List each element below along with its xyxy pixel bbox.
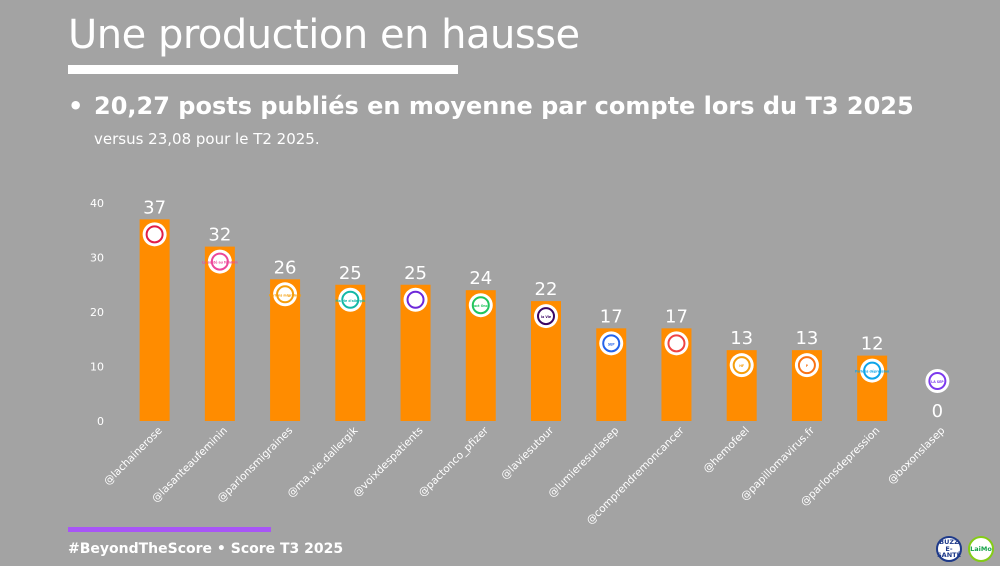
person-red-badge-icon (664, 331, 689, 356)
hf-badge-icon: HF (729, 353, 754, 378)
badge-text: la Vie (541, 315, 551, 319)
parlons-migraines-badge-icon: Parlons migraines (269, 282, 301, 307)
badge-text: LA SEP (931, 380, 944, 384)
bar-lachainerose (139, 219, 170, 421)
footer-accent-bar (68, 527, 271, 532)
x-tick-label: @voixdespatients (351, 425, 426, 500)
sep-badge-icon: SEP (599, 331, 624, 356)
badge-ring (732, 356, 751, 375)
x-tick-label: @lumieresurlasep (546, 424, 622, 500)
x-tick-label: @boxonslasep (886, 424, 948, 486)
y-tick-label: 10 (90, 361, 104, 374)
badge-ring (145, 225, 164, 244)
badge-ring (928, 372, 947, 390)
data-label: 17 (600, 306, 623, 327)
badge-ring (276, 285, 295, 304)
badge-text: Parlons dépression (855, 370, 890, 374)
headline-subtext: versus 23,08 pour le T2 2025. (94, 130, 320, 148)
page-title: Une production en hausse (68, 12, 580, 58)
data-label: 25 (339, 263, 362, 284)
footer-hashtag: #BeyondTheScore • Score T3 2025 (68, 541, 344, 557)
badge-ring (210, 252, 229, 271)
bar-lasanteaufeminin (204, 246, 235, 421)
headline-text: 20,27 posts publiés en moyenne par compt… (94, 92, 914, 120)
x-tick-label: @papillomavirus.fr (739, 424, 818, 503)
y-tick-label: 0 (97, 415, 104, 428)
badge-ring (406, 290, 425, 309)
badge-ring (471, 296, 490, 315)
pink-gradient-badge-icon: La santé au féminin (202, 249, 238, 274)
pink-circles-icon (142, 222, 167, 247)
badge-text: SEP (608, 342, 615, 346)
data-label: 22 (535, 279, 558, 300)
data-label: 17 (665, 306, 688, 327)
data-label: 25 (404, 263, 427, 284)
badge-ring (602, 334, 621, 353)
badge-text: HF (739, 364, 744, 368)
data-label: 0 (932, 401, 943, 422)
ma-vie-dallergik-badge-icon: Ma vie d'allergik (335, 287, 366, 312)
badge-text: Parlons migraines (269, 293, 301, 297)
x-tick-label: @pactonco_pfizer (416, 424, 491, 499)
laimo-logo: LaiMo (968, 536, 994, 562)
y-tick-label: 20 (90, 306, 104, 319)
x-tick-label: @hemofeel (701, 425, 752, 476)
data-label: 13 (730, 328, 753, 349)
data-label: 37 (143, 197, 166, 218)
la-vie-badge-icon: la Vie (534, 304, 558, 329)
badge-text: Ma vie d'allergik (335, 299, 366, 303)
x-tick-label: @laviesutour (499, 424, 557, 482)
data-label: 32 (208, 225, 231, 246)
data-label: 12 (861, 334, 884, 355)
x-tick-label: @ma.vie.dallergik (285, 424, 361, 500)
y-tick-label: 40 (90, 197, 104, 210)
badge-ring (863, 361, 882, 380)
data-label: 24 (469, 268, 492, 289)
speech-bubble-badge-icon: Parlons dépression (855, 358, 890, 383)
badge-text: La santé au féminin (202, 261, 238, 265)
badge-text: P (806, 364, 809, 368)
badge-text: Pact Onco (472, 304, 491, 308)
pact-onco-badge-icon: Pact Onco (468, 293, 493, 318)
buzz-esante-logo: BUZZ E-SANTÉ (936, 536, 962, 562)
badge-ring (797, 356, 816, 375)
badge-ring (341, 290, 360, 309)
headline-bullet: • (68, 92, 84, 120)
purple-spiral-badge-icon (403, 287, 428, 312)
badge-ring (667, 334, 686, 353)
papillomavirus-badge-icon: P (794, 353, 819, 378)
la-sep-badge-icon: LA SEP (925, 369, 950, 393)
data-label: 13 (795, 328, 818, 349)
title-underline (68, 65, 458, 74)
x-tick-label: @lachainerose (102, 425, 165, 488)
x-tick-label: @parlonsmigraines (215, 425, 295, 505)
y-tick-label: 30 (90, 252, 104, 265)
badge-ring (537, 307, 555, 326)
headline: • 20,27 posts publiés en moyenne par comp… (68, 92, 914, 120)
data-label: 26 (274, 257, 297, 278)
